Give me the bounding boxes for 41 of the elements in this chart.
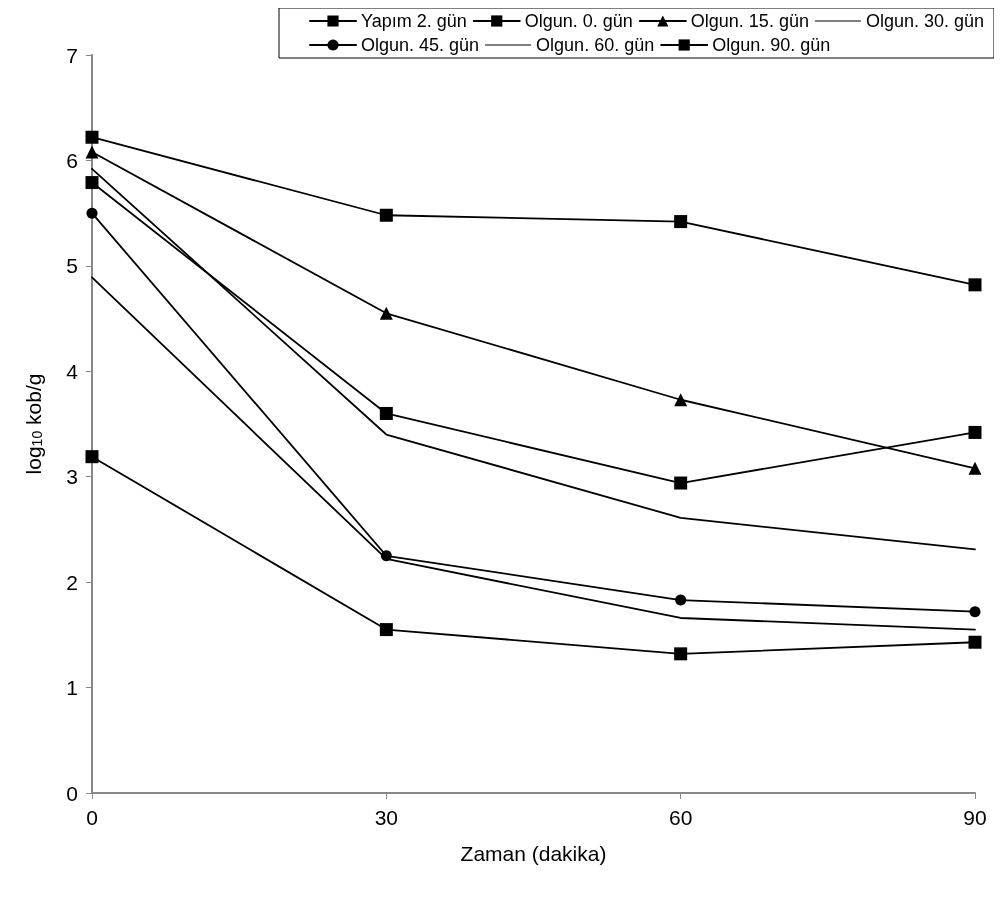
point — [85, 450, 99, 464]
point — [674, 215, 688, 229]
x-tick-label: 90 — [963, 806, 987, 829]
point — [674, 393, 688, 407]
point — [968, 278, 982, 292]
legend-label: Olgun. 60. gün — [536, 35, 655, 55]
legend-label: Olgun. 30. gün — [865, 11, 984, 31]
y-tick-label: 1 — [66, 676, 78, 700]
point — [380, 550, 392, 562]
y-tick-label: 5 — [66, 254, 78, 278]
point — [968, 461, 982, 475]
x-axis-title: Zaman (dakika) — [460, 842, 607, 865]
y-axis-title: log10 kob/g — [21, 373, 45, 475]
point — [674, 476, 688, 490]
point — [379, 208, 393, 222]
y-tick-label: 3 — [66, 465, 78, 489]
point — [379, 623, 393, 637]
y-tick-label: 4 — [66, 359, 79, 383]
x-tick-label: 0 — [86, 806, 98, 829]
y-tick-label: 7 — [66, 43, 78, 67]
point — [968, 635, 982, 649]
point — [85, 176, 99, 190]
legend-label: Olgun. 45. gün — [361, 35, 480, 55]
point — [969, 606, 981, 618]
legend-label: Olgun. 15. gün — [690, 11, 809, 31]
legend-label: Olgun. 0. gün — [524, 11, 633, 31]
y-tick-label: 6 — [66, 148, 78, 172]
x-tick-label: 60 — [668, 806, 693, 829]
x-tick-label: 30 — [374, 806, 399, 829]
point — [379, 406, 393, 420]
legend-label: Olgun. 90. gün — [712, 35, 831, 55]
legend-label: Yapım 2. gün — [361, 11, 467, 31]
point — [674, 647, 688, 661]
y-tick-label: 2 — [66, 570, 78, 594]
y-tick-label: 0 — [66, 781, 78, 805]
point — [379, 306, 393, 320]
point — [675, 594, 687, 606]
point — [85, 130, 99, 144]
point — [86, 207, 98, 219]
point — [85, 145, 99, 159]
point — [968, 425, 982, 439]
